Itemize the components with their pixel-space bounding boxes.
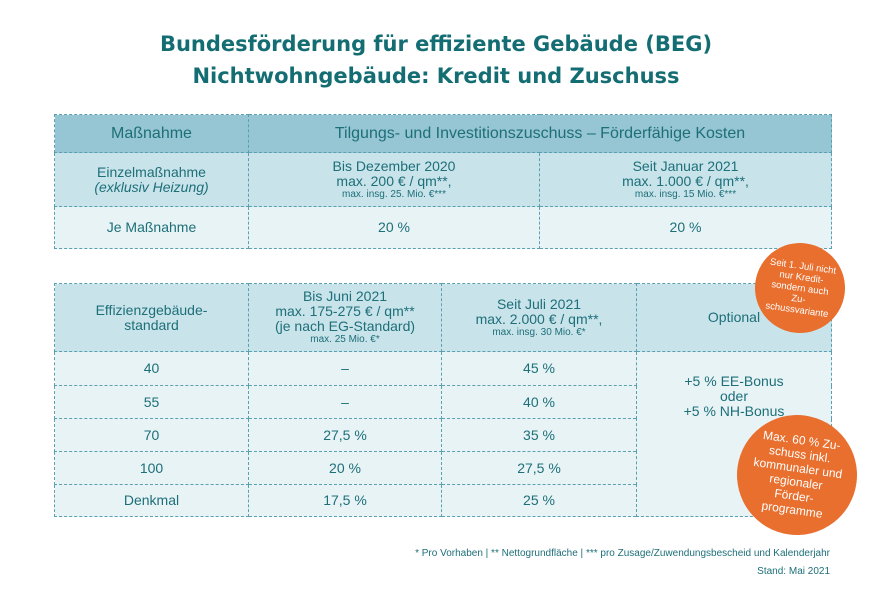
cell-seit-jan-2021: Seit Januar 2021 max. 1.000 € / qm**, max.… (538, 152, 833, 207)
cell-value: 35 % (441, 418, 637, 452)
cell-value: 40 % (441, 385, 637, 419)
cell-value: 25 % (441, 484, 637, 517)
cell-value: 20 % (248, 206, 540, 249)
row-je-massnahme-label: Je Maßnahme (54, 206, 249, 249)
footnote: * Pro Vorhaben | ** Nettogrundfläche | *… (415, 548, 830, 559)
cell-value: 45 % (441, 351, 637, 386)
header-zuschuss: Tilgungs- und Investitionszuschuss – För… (247, 114, 833, 153)
header-standard: Effizienzgebäude-standard (54, 283, 249, 352)
cell-value: – (248, 351, 442, 386)
cell-value: 27,5 % (248, 418, 442, 452)
cell-value: 27,5 % (441, 451, 637, 485)
cell-value: – (248, 385, 442, 419)
header-seit-juli-2021: Seit Juli 2021 max. 2.000 € / qm**, max. i… (441, 283, 637, 352)
row-label: Denkmal (54, 484, 249, 517)
row-label: 55 (54, 385, 249, 419)
stand-date: Stand: Mai 2021 (757, 566, 830, 577)
cell-value: 17,5 % (248, 484, 442, 517)
cell-value: 20 % (538, 206, 833, 249)
title-line-1: Bundesförderung für effiziente Gebäude (… (159, 32, 713, 56)
table-effizienzgebaeude: Effizienzgebäude-standard Bis Juni 2021 m… (54, 283, 832, 517)
header-massnahme: Maßnahme (54, 114, 249, 153)
cell-value: 20 % (248, 451, 442, 485)
row-label: 40 (54, 351, 249, 386)
table-einzelmassnahme: Maßnahme Tilgungs- und Investitionszusch… (54, 114, 833, 249)
row-label: 100 (54, 451, 249, 485)
title-line-2: Nichtwohngebäude: Kredit und Zuschuss (192, 64, 680, 88)
cell-bis-dez-2020: Bis Dezember 2020 max. 200 € / qm**, max. … (248, 152, 540, 207)
header-bis-juni-2021: Bis Juni 2021 max. 175-275 € / qm** (je na… (248, 283, 442, 352)
row-einzelmassnahme-label: Einzelmaßnahme (exklusiv Heizung) (54, 152, 249, 207)
row-label: 70 (54, 418, 249, 452)
